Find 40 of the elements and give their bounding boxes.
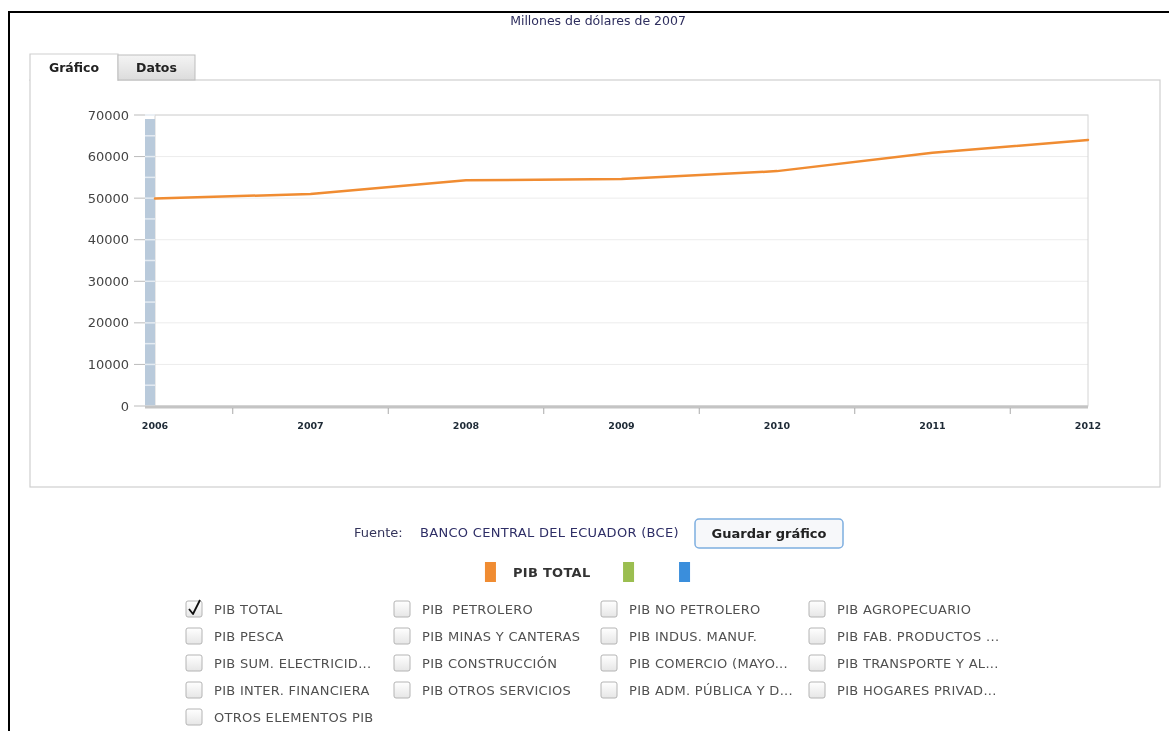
text: PIB PESCA bbox=[214, 628, 284, 644]
text: PIB CONSTRUCCIÓN bbox=[422, 655, 558, 671]
text: PIB SUM. ELECTRICID... bbox=[214, 655, 372, 671]
x-tick-label: 2007 bbox=[297, 420, 324, 431]
text: PIB ADM. PÚBLICA Y D... bbox=[629, 682, 793, 698]
text: PIB COMERCIO (MAYO... bbox=[629, 655, 788, 671]
text: PIB AGROPECUARIO bbox=[837, 601, 972, 617]
text: PIB TRANSPORTE Y AL... bbox=[837, 655, 999, 671]
tab: Datos bbox=[117, 54, 196, 81]
text: PIB TOTAL bbox=[214, 601, 284, 617]
text: OTROS ELEMENTOS PIB bbox=[214, 709, 374, 725]
text: PIB INDUS. MANUF. bbox=[629, 628, 758, 644]
y-tick-label: 20000 bbox=[87, 315, 129, 331]
text: PIB HOGARES PRIVAD... bbox=[837, 682, 997, 698]
y-tick-label: 60000 bbox=[87, 149, 129, 165]
x-tick-label: 2012 bbox=[1074, 420, 1102, 431]
y-tick-label: 30000 bbox=[87, 273, 129, 289]
x-tick-label: 2010 bbox=[763, 420, 791, 431]
legend-label: PIB TOTAL bbox=[512, 564, 591, 580]
y-tick-label: 50000 bbox=[87, 190, 129, 206]
text: PIB NO PETROLERO bbox=[629, 601, 761, 617]
x-tick-label: 2006 bbox=[141, 420, 169, 431]
text: PIB OTROS SERVICIOS bbox=[422, 682, 572, 698]
y-tick-label: 10000 bbox=[87, 356, 129, 372]
chart-title: Millones de dólares de 2007 bbox=[510, 12, 686, 28]
y-tick-label: 70000 bbox=[87, 107, 129, 123]
x-tick-label: 2009 bbox=[608, 420, 635, 431]
y-tick-label: 0 bbox=[120, 398, 129, 414]
text: PIB PETROLERO bbox=[422, 601, 534, 617]
line-series bbox=[153, 138, 1090, 200]
text: PIB MINAS Y CANTERAS bbox=[422, 628, 581, 644]
button: Guardar gráfico bbox=[694, 518, 844, 549]
tab: Gráfico bbox=[29, 53, 119, 82]
x-tick-label: 2011 bbox=[919, 420, 946, 431]
source-note: Fuente: bbox=[354, 524, 403, 540]
x-tick-label: 2008 bbox=[452, 420, 480, 431]
text: PIB FAB. PRODUCTOS ... bbox=[837, 628, 1000, 644]
y-tick-label: 40000 bbox=[87, 232, 129, 248]
text: BANCO CENTRAL DEL ECUADOR (BCE) bbox=[420, 524, 679, 540]
text: PIB INTER. FINANCIERA bbox=[214, 682, 370, 698]
